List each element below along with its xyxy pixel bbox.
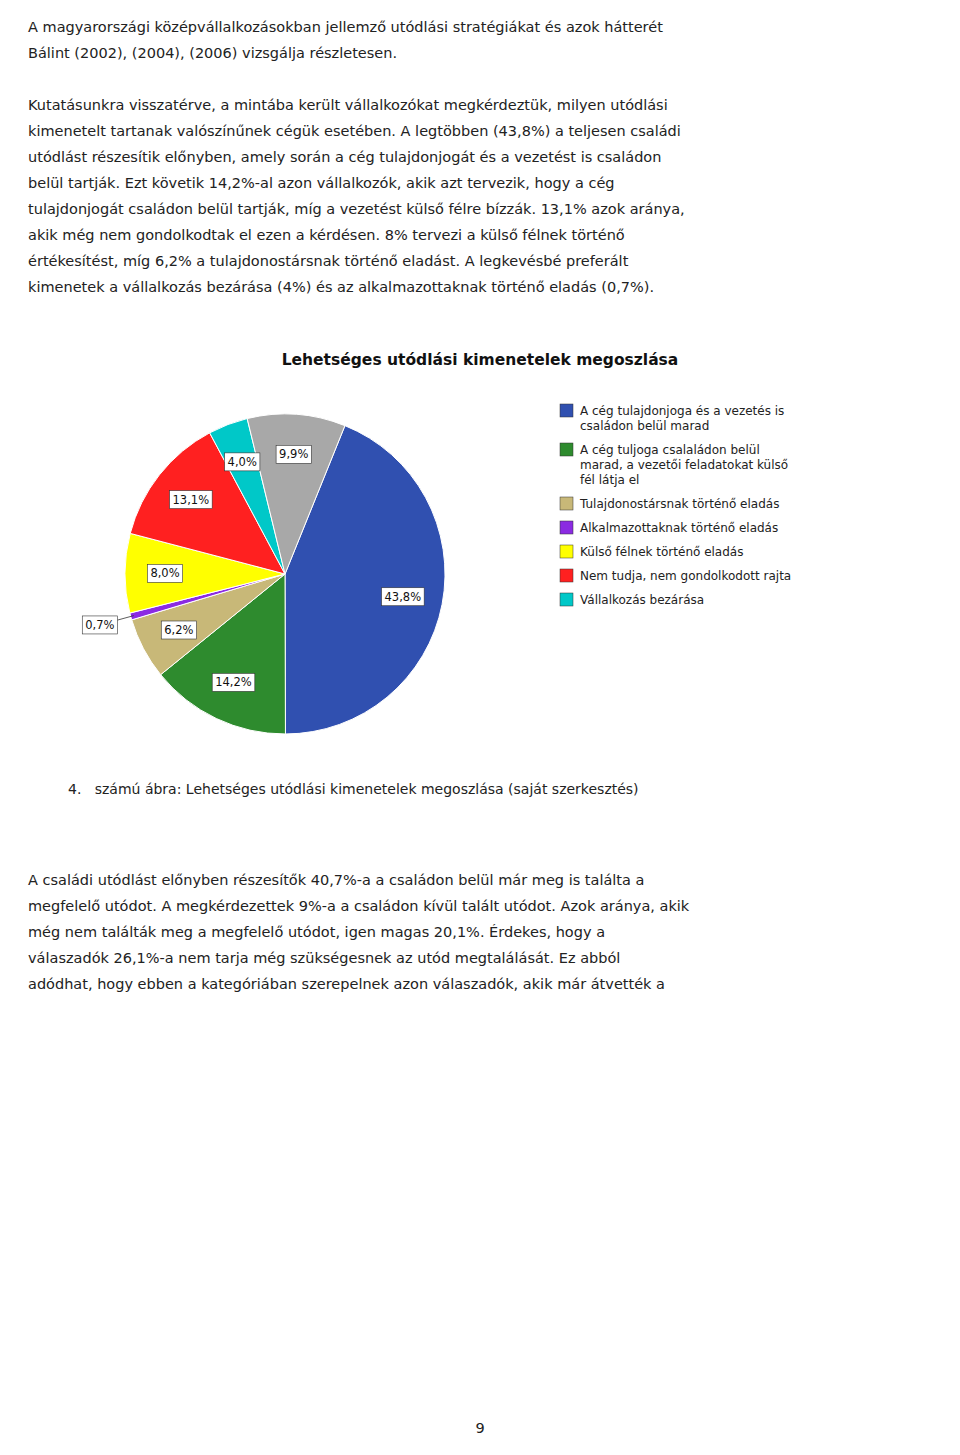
paragraph-line: kimenetelt tartanak valószínűnek cégük e… — [28, 123, 681, 139]
paragraph-line: adódhat, hogy ebben a kategóriában szere… — [28, 976, 665, 992]
legend-entry: Alkalmazottaknak történő eladás — [580, 521, 778, 535]
paragraph-line: kimenetek a vállalkozás bezárása (4%) és… — [28, 279, 654, 295]
data-label: 8,0% — [150, 566, 179, 580]
paragraph-line: válaszadók 26,1%-a nem tarja még szükség… — [28, 950, 620, 966]
paragraph-line: tulajdonjogát családon belül tartják, mí… — [28, 201, 685, 217]
data-label-box — [276, 445, 311, 463]
legend-swatch — [560, 593, 573, 606]
paragraph-line: A családi utódlást előnyben részesítők 4… — [28, 872, 644, 888]
legend-swatch — [560, 545, 573, 558]
paragraph-line: megfelelő utódot. A megkérdezettek 9%-a … — [28, 898, 690, 914]
data-label: 43,8% — [385, 590, 422, 604]
data-label-box — [170, 491, 213, 509]
data-label-box — [82, 616, 117, 634]
paragraph-line: belül tartják. Ezt követik 14,2%-al azon… — [28, 175, 615, 191]
data-label-group: 4,0% — [225, 453, 260, 471]
page-number: 9 — [475, 1420, 484, 1436]
legend-swatch — [560, 497, 573, 510]
legend-swatch — [560, 404, 573, 417]
data-label-group: 0,7% — [82, 616, 117, 634]
paragraph-line: utódlást részesítik előnyben, amely sorá… — [28, 149, 661, 165]
data-label-box — [212, 673, 255, 691]
legend-swatch — [560, 443, 573, 456]
legend-entry: A cég tulajdonjoga és a vezetés iscsalád… — [580, 404, 784, 433]
legend-entry: Nem tudja, nem gondolkodott rajta — [580, 569, 791, 583]
paragraph-line: Kutatásunkra visszatérve, a mintába kerü… — [28, 97, 668, 113]
data-label-box — [225, 453, 260, 471]
pie — [125, 414, 445, 734]
paragraph-line: Bálint (2002), (2004), (2006) vizsgálja … — [28, 45, 397, 61]
paragraph-line: akik még nem gondolkodtak el ezen a kérd… — [28, 227, 625, 243]
data-label-group: 13,1% — [170, 491, 213, 509]
data-label: 0,7% — [85, 618, 114, 632]
legend-entry: Vállalkozás bezárása — [580, 593, 704, 607]
legend-swatch — [560, 521, 573, 534]
label-leader — [115, 616, 134, 621]
data-label: 9,9% — [279, 447, 308, 461]
paragraph-line: értékesítést, míg 6,2% a tulajdonostársn… — [28, 253, 629, 269]
data-label: 13,1% — [173, 493, 210, 507]
data-label: 6,2% — [164, 623, 193, 637]
legend: A cég tulajdonjoga és a vezetés iscsalád… — [560, 404, 791, 607]
chart-title: Lehetséges utódlási kimenetelek megoszlá… — [282, 351, 679, 369]
data-label-box — [161, 621, 196, 639]
data-label-box — [382, 588, 425, 606]
data-label-group: 14,2% — [212, 673, 255, 691]
legend-entry: Tulajdonostársnak történő eladás — [579, 497, 779, 511]
paragraph-line: még nem találták meg a megfelelő utódot,… — [28, 924, 605, 940]
legend-swatch — [560, 569, 573, 582]
data-label-group: 8,0% — [147, 564, 182, 582]
pie-slice — [247, 414, 345, 574]
data-label: 14,2% — [215, 675, 252, 689]
legend-entry: Külső félnek történő eladás — [580, 545, 743, 559]
data-label-group: 43,8% — [382, 588, 425, 606]
data-label-box — [147, 564, 182, 582]
page: A magyarországi középvállalkozásokban je… — [0, 0, 960, 1455]
data-label-group: 9,9% — [276, 445, 311, 463]
data-label-group: 6,2% — [161, 621, 196, 639]
paragraph-line: A magyarországi középvállalkozásokban je… — [28, 19, 663, 35]
data-label: 4,0% — [228, 455, 257, 469]
caption: 4. számú ábra: Lehetséges utódlási kimen… — [68, 781, 639, 797]
legend-entry: A cég tuljoga csalaládon belülmarad, a v… — [580, 443, 788, 487]
data-labels: 43,8% 14,2% 6,2% 0,7% 8,0% 13,1% 4,0% 9,9% — [82, 445, 424, 691]
